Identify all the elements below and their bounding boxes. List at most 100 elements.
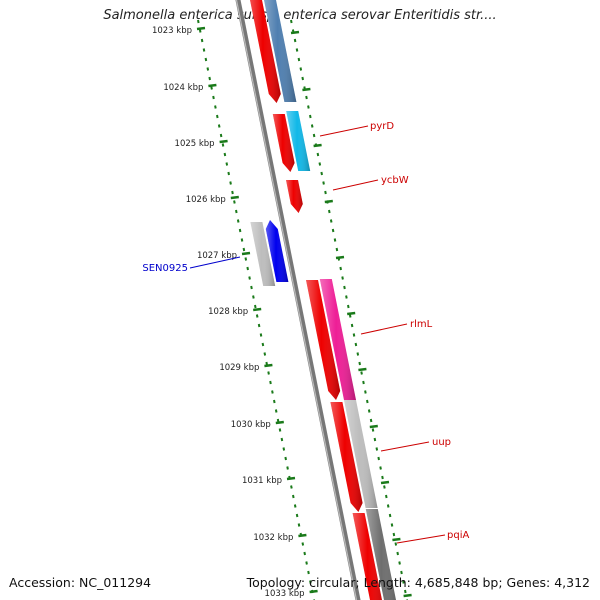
ruler-dot [210, 86, 213, 90]
ruler-dot [358, 361, 361, 366]
ruler-dot [254, 304, 257, 309]
cog-block-pyrD-shade [286, 111, 311, 171]
ruler-major-tick [324, 199, 333, 204]
cog-block-SEN0925-shade [250, 222, 276, 286]
ruler-major-tick [403, 593, 412, 598]
ruler-major-tick [358, 367, 367, 372]
ruler-dot [339, 266, 342, 271]
backbone-line [235, 0, 361, 600]
ruler-dot [269, 380, 272, 385]
ruler-dot [301, 76, 304, 81]
ruler-dot [352, 333, 356, 337]
ruler-dot [202, 48, 206, 52]
ruler-major-tick [241, 251, 251, 256]
ruler-dot [221, 143, 225, 147]
topology-summary: Topology: circular; Length: 4,685,848 bp… [246, 575, 590, 590]
ruler-dot [307, 570, 310, 575]
label-leader-rlmL [360, 323, 408, 335]
ruler-dot [295, 48, 299, 52]
ruler-dot [402, 580, 405, 584]
ruler-dot [318, 162, 322, 166]
ruler-dot [267, 371, 270, 375]
ruler-major-tick [208, 83, 217, 88]
ruler-label: 1033 kbp [265, 589, 305, 599]
ruler-label: 1031 kbp [242, 476, 282, 486]
ruler-dot [250, 285, 253, 290]
ruler-major-tick [380, 480, 390, 485]
ruler-dot [362, 380, 365, 385]
ruler-major-tick [275, 420, 284, 425]
ruler-dot [345, 295, 348, 299]
gene-label-pyrD[interactable]: pyrD [370, 121, 394, 132]
gene-block-1024-shade [249, 0, 281, 103]
ruler-major-tick [392, 537, 401, 542]
ruler-dot [322, 181, 325, 185]
ruler-dot [366, 399, 369, 404]
ruler-label: 1028 kbp [208, 307, 248, 317]
ruler-dot [356, 352, 360, 356]
ruler-dot [310, 124, 314, 128]
ruler-label: 1029 kbp [219, 363, 259, 373]
ruler-major-tick [264, 363, 273, 368]
cog-block-uup-shade [344, 400, 378, 508]
ruler-dot [343, 285, 346, 290]
ruler-dot [284, 456, 287, 461]
ruler-dot [219, 133, 223, 138]
label-leader-pyrD [319, 125, 369, 137]
gene-block-ycbW-shade [286, 180, 303, 213]
gene-block-pqiA-shade [352, 513, 383, 600]
features [249, 0, 396, 600]
gene-label-pqiA[interactable]: pqiA [447, 530, 469, 541]
ruler-dot [383, 485, 386, 489]
ruler-dot [341, 276, 344, 280]
ruler-dot [303, 551, 306, 556]
ruler-dot [350, 323, 354, 328]
ruler-dot [225, 162, 229, 166]
ruler-major-tick [309, 589, 318, 594]
ruler-dot [290, 485, 293, 489]
ruler-dot [301, 542, 305, 546]
ruler-dot [280, 437, 284, 442]
ruler-dot [216, 114, 219, 119]
ruler-dot [400, 570, 403, 575]
ruler-dot [324, 190, 327, 195]
ruler-major-tick [230, 195, 239, 200]
ruler-dot [309, 580, 312, 584]
ruler: 1023 kbp 1024 kbp 1025 kbp 1026 kbp 1027 kbp… [152, 19, 412, 600]
ruler-dot [231, 190, 234, 195]
gene-label-uup[interactable]: uup [432, 437, 451, 448]
gene-label-rlmL[interactable]: rlmL [410, 319, 433, 330]
label-leader-SEN0925 [189, 256, 241, 269]
ruler-dot [364, 390, 367, 394]
ruler-major-tick [302, 87, 311, 92]
label-leader-ycbW [332, 179, 379, 191]
ruler-dot [252, 295, 255, 299]
ruler-dot [292, 494, 295, 499]
ruler-dot [328, 209, 331, 214]
ruler-dot [371, 428, 375, 432]
cog-block-rlmL-shade [319, 279, 356, 400]
ruler-label: 1023 kbp [152, 26, 192, 36]
ruler-dot [385, 494, 388, 499]
ruler-major-tick [313, 143, 322, 148]
gene-label-SEN0925[interactable]: SEN0925 [142, 263, 188, 274]
ruler-dot [246, 266, 249, 271]
ruler-dot [290, 19, 293, 24]
ruler-dot [227, 171, 230, 176]
ruler-dot [286, 466, 289, 470]
ruler-dot [198, 29, 202, 33]
gene-block-pyrD-shade [272, 114, 295, 172]
ruler-dot [333, 238, 337, 242]
ruler-dot [388, 513, 392, 518]
ruler-dot [398, 561, 401, 565]
ruler-dot [229, 181, 232, 185]
ruler-dot [404, 589, 407, 594]
ruler-dot [236, 219, 240, 223]
ruler-dot [223, 152, 227, 157]
gene-label-ycbW[interactable]: ycbW [381, 175, 409, 186]
ruler-dot [217, 124, 221, 128]
ruler-dot [373, 437, 377, 442]
ruler-dot [208, 76, 211, 81]
